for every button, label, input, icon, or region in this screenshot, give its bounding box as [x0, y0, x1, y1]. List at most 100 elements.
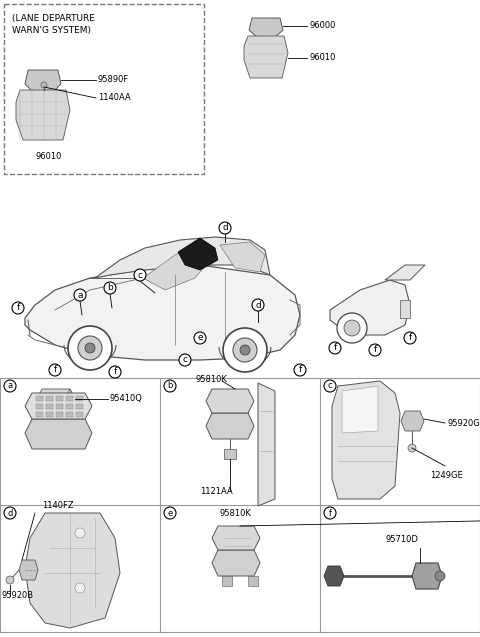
Bar — [46, 404, 53, 409]
Text: d: d — [7, 508, 12, 517]
Polygon shape — [342, 386, 378, 433]
Text: d: d — [222, 224, 228, 233]
Polygon shape — [401, 411, 424, 431]
Text: 96010: 96010 — [36, 152, 62, 161]
Text: e: e — [197, 334, 203, 343]
Bar — [76, 412, 83, 417]
Bar — [66, 404, 73, 409]
Text: 1140AA: 1140AA — [98, 94, 131, 103]
Circle shape — [78, 336, 102, 360]
Bar — [56, 396, 63, 401]
Text: f: f — [328, 508, 332, 517]
Polygon shape — [224, 449, 236, 459]
Circle shape — [294, 364, 306, 376]
Circle shape — [324, 380, 336, 392]
Circle shape — [435, 571, 445, 581]
Text: (LANE DEPARTURE
WARN'G SYSTEM): (LANE DEPARTURE WARN'G SYSTEM) — [12, 14, 95, 35]
Circle shape — [41, 82, 47, 88]
Circle shape — [49, 364, 61, 376]
Polygon shape — [324, 566, 344, 586]
Circle shape — [344, 320, 360, 336]
Polygon shape — [25, 419, 92, 449]
Polygon shape — [330, 280, 410, 335]
Circle shape — [369, 344, 381, 356]
Polygon shape — [220, 242, 265, 272]
Bar — [56, 412, 63, 417]
Polygon shape — [25, 393, 92, 419]
Text: 95920B: 95920B — [2, 592, 34, 601]
Circle shape — [252, 299, 264, 311]
Polygon shape — [412, 563, 442, 589]
Text: e: e — [168, 508, 173, 517]
Circle shape — [223, 328, 267, 372]
Text: f: f — [299, 366, 301, 375]
Polygon shape — [25, 70, 61, 92]
Circle shape — [324, 507, 336, 519]
Polygon shape — [25, 265, 300, 360]
Circle shape — [194, 332, 206, 344]
Text: f: f — [408, 334, 412, 343]
Circle shape — [68, 326, 112, 370]
Circle shape — [109, 366, 121, 378]
Circle shape — [233, 338, 257, 362]
Text: d: d — [255, 301, 261, 310]
Circle shape — [240, 345, 250, 355]
Polygon shape — [248, 576, 258, 586]
Bar — [56, 404, 63, 409]
Polygon shape — [19, 560, 38, 580]
Text: 96000: 96000 — [309, 22, 336, 31]
Circle shape — [12, 302, 24, 314]
Bar — [36, 404, 43, 409]
Bar — [36, 412, 43, 417]
Text: 95890F: 95890F — [98, 76, 129, 85]
Polygon shape — [206, 389, 254, 413]
Text: 1249GE: 1249GE — [430, 471, 463, 480]
Text: 1140FZ: 1140FZ — [42, 501, 73, 510]
Text: f: f — [334, 343, 336, 352]
Polygon shape — [249, 18, 283, 38]
Circle shape — [4, 380, 16, 392]
Circle shape — [75, 583, 85, 593]
Circle shape — [404, 332, 416, 344]
Polygon shape — [385, 265, 425, 280]
Polygon shape — [212, 526, 260, 550]
Bar — [66, 412, 73, 417]
Text: 95810K: 95810K — [220, 508, 252, 517]
Circle shape — [179, 354, 191, 366]
Text: f: f — [373, 345, 377, 355]
Circle shape — [75, 528, 85, 538]
Bar — [76, 396, 83, 401]
Polygon shape — [212, 550, 260, 576]
Bar — [400, 300, 410, 318]
Text: a: a — [7, 382, 12, 390]
Circle shape — [408, 444, 416, 452]
Text: 1121AA: 1121AA — [200, 487, 233, 496]
Polygon shape — [65, 389, 75, 409]
Text: 95410Q: 95410Q — [110, 394, 143, 403]
Text: f: f — [113, 368, 117, 376]
Polygon shape — [143, 243, 210, 290]
Polygon shape — [258, 383, 275, 506]
Circle shape — [164, 380, 176, 392]
Text: f: f — [53, 366, 57, 375]
Bar — [4, 4, 204, 174]
Circle shape — [219, 222, 231, 234]
Text: c: c — [137, 271, 143, 280]
Circle shape — [134, 269, 146, 281]
Text: a: a — [77, 290, 83, 299]
Text: 96010: 96010 — [309, 54, 336, 62]
Polygon shape — [206, 413, 254, 439]
Polygon shape — [222, 576, 232, 586]
Text: 95920G: 95920G — [447, 419, 480, 427]
Polygon shape — [16, 90, 70, 140]
Circle shape — [337, 313, 367, 343]
Polygon shape — [244, 36, 288, 78]
Polygon shape — [37, 389, 75, 409]
Circle shape — [164, 507, 176, 519]
Text: b: b — [168, 382, 173, 390]
Circle shape — [85, 343, 95, 353]
Circle shape — [74, 289, 86, 301]
Circle shape — [4, 507, 16, 519]
Bar — [36, 396, 43, 401]
Polygon shape — [25, 513, 120, 628]
